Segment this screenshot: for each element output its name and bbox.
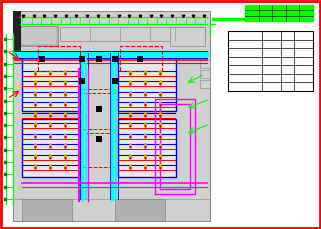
Bar — [22, 199, 72, 221]
Bar — [96, 136, 102, 142]
Bar — [118, 53, 176, 111]
Bar — [96, 56, 102, 62]
Bar — [228, 31, 313, 91]
Bar — [13, 199, 210, 221]
Bar — [79, 78, 85, 84]
Bar — [39, 56, 45, 62]
Bar — [13, 11, 210, 221]
Bar — [83, 93, 115, 129]
Bar — [83, 55, 115, 89]
Bar — [13, 11, 21, 54]
Bar — [22, 119, 80, 177]
Bar — [38, 46, 80, 71]
Bar — [112, 56, 118, 62]
Bar — [200, 80, 210, 88]
Bar — [115, 199, 165, 221]
Bar — [200, 70, 210, 78]
Bar — [22, 53, 80, 111]
Bar — [245, 5, 313, 21]
Bar — [83, 133, 115, 167]
Bar — [96, 106, 102, 112]
Bar — [200, 60, 210, 68]
Bar — [20, 26, 58, 46]
Bar — [118, 119, 176, 177]
Bar — [120, 46, 162, 71]
Bar — [170, 27, 205, 46]
Bar — [21, 27, 57, 45]
Bar — [112, 78, 118, 84]
Bar — [79, 56, 85, 62]
Bar — [60, 27, 205, 41]
Bar — [137, 56, 143, 62]
